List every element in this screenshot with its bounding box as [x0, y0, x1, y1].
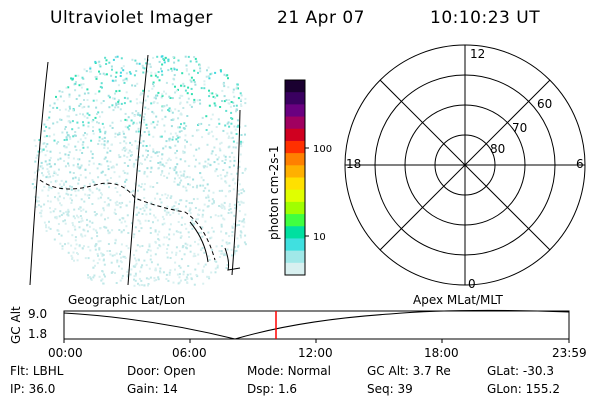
colorbar-segment	[285, 214, 305, 227]
time-label: 10:10:23 UT	[430, 8, 541, 28]
colorbar-segment	[285, 201, 305, 215]
altitude-plot-frame	[63, 310, 570, 340]
polar-label-6: 6	[576, 157, 584, 171]
info-dsp: Dsp: 1.6	[247, 382, 298, 396]
uv-image-panel	[31, 55, 247, 287]
info-gain: Gain: 14	[127, 382, 178, 396]
colorbar-label: photon cm-2s-1	[267, 146, 281, 241]
polar-lat-70: 70	[512, 121, 527, 135]
geographic-grid	[29, 54, 241, 286]
colorbar-segment	[285, 226, 305, 239]
colorbar	[285, 80, 305, 276]
mlt-line	[379, 79, 551, 251]
altitude-ytick-low: 1.8	[28, 327, 47, 341]
colorbar-segment	[285, 177, 305, 191]
info-door: Door: Open	[127, 364, 196, 378]
polar-label-18: 18	[346, 157, 361, 171]
colorbar-segment	[285, 104, 305, 118]
colorbar-segment	[285, 153, 305, 166]
coastline	[39, 179, 216, 261]
polar-lat-80: 80	[490, 142, 505, 156]
info-glon: GLon: 155.2	[487, 382, 560, 396]
polar-label-12: 12	[470, 47, 485, 61]
info-mode: Mode: Normal	[247, 364, 331, 378]
colorbar-segment	[285, 128, 305, 142]
colorbar-frame	[284, 79, 306, 276]
altitude-curve	[63, 309, 570, 340]
altitude-xtick: 23:59	[552, 346, 587, 360]
colorbar-tick-10: 10	[313, 232, 326, 243]
altitude-xtick: 06:00	[172, 346, 207, 360]
meridian-line	[127, 54, 149, 286]
colorbar-segment	[285, 189, 305, 203]
polar-plot	[344, 44, 586, 286]
info-gc-alt: GC Alt: 3.7 Re	[367, 364, 451, 378]
coastline	[189, 221, 209, 263]
altitude-xtick: 00:00	[48, 346, 83, 360]
meridian-line	[29, 61, 49, 286]
left-panel-caption: Geographic Lat/Lon	[68, 293, 185, 307]
coastline	[224, 247, 241, 271]
date-label: 21 Apr 07	[277, 8, 365, 28]
altitude-ytick-high: 9.0	[28, 307, 47, 321]
info-ip: IP: 36.0	[10, 382, 56, 396]
instrument-title: Ultraviolet Imager	[50, 8, 213, 28]
colorbar-segment	[285, 165, 305, 178]
right-panel-caption: Apex MLat/MLT	[413, 293, 503, 307]
info-flt: Flt: LBHL	[10, 364, 64, 378]
altitude-xtick: 18:00	[424, 346, 459, 360]
polar-lat-60: 60	[537, 97, 552, 111]
colorbar-segment	[285, 238, 305, 252]
colorbar-segment	[285, 92, 305, 105]
polar-label-0: 0	[468, 277, 476, 291]
colorbar-segment	[285, 80, 305, 93]
colorbar-segment	[285, 116, 305, 130]
info-glat: GLat: -30.3	[487, 364, 554, 378]
colorbar-segment	[285, 140, 305, 154]
info-seq: Seq: 39	[367, 382, 413, 396]
colorbar-segment	[285, 250, 305, 264]
colorbar-segment	[285, 262, 305, 276]
colorbar-tick-100: 100	[313, 144, 332, 155]
meridian-line	[231, 109, 241, 276]
altitude-ylabel: GC Alt	[9, 306, 23, 344]
altitude-xtick: 12:00	[298, 346, 333, 360]
